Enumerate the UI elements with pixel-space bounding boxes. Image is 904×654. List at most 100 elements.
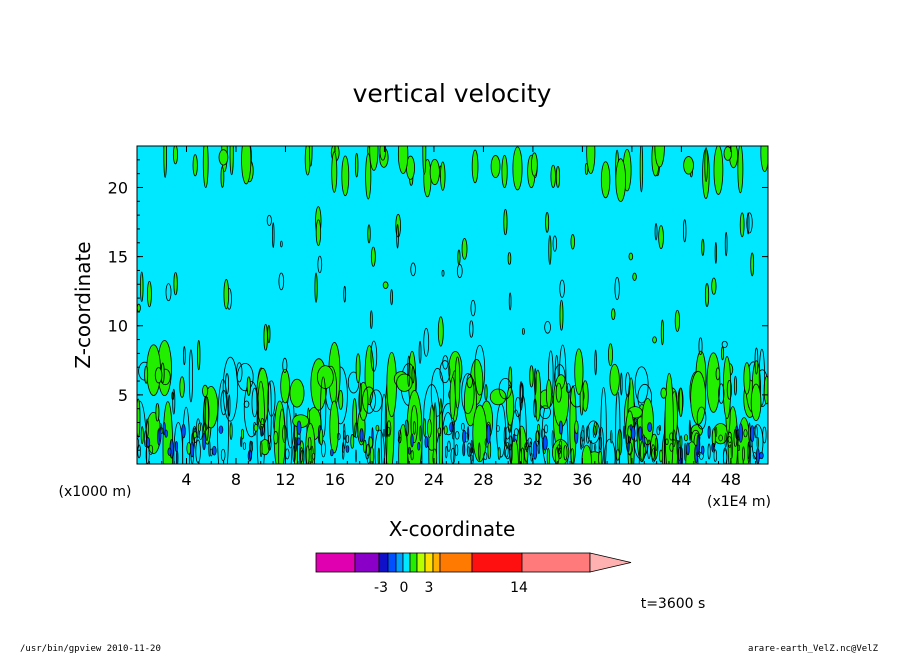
contour-cell bbox=[367, 224, 371, 244]
contour-cell bbox=[733, 375, 737, 396]
contour-cell bbox=[632, 272, 637, 281]
contour-cell bbox=[369, 310, 373, 330]
contour-cell bbox=[365, 153, 372, 200]
contour-cell bbox=[698, 337, 703, 356]
contour-cell bbox=[407, 355, 411, 387]
contour-cell bbox=[512, 433, 516, 443]
contour-cell bbox=[669, 443, 674, 452]
contour-cell bbox=[410, 262, 416, 277]
contour-cell bbox=[684, 443, 687, 461]
contour-cell bbox=[449, 376, 456, 419]
contour-cell bbox=[331, 151, 338, 193]
contour-cell bbox=[362, 386, 376, 414]
contour-cell bbox=[598, 428, 602, 436]
contour-cell bbox=[249, 440, 254, 452]
x-tick-label: 20 bbox=[374, 470, 394, 489]
contour-cell bbox=[370, 340, 378, 372]
footer-left: /usr/bin/gpview 2010-11-20 bbox=[20, 644, 161, 654]
contour-cell bbox=[707, 443, 711, 460]
plot-area bbox=[136, 145, 769, 465]
x-tick-label: 36 bbox=[572, 470, 592, 489]
contour-cell bbox=[626, 433, 629, 445]
contour-cell bbox=[546, 447, 550, 464]
contour-cell bbox=[218, 149, 229, 166]
contour-cell bbox=[330, 448, 334, 457]
contour-cell bbox=[341, 155, 350, 197]
contour-cell bbox=[713, 146, 724, 195]
colorbar-segment bbox=[439, 552, 473, 573]
contour-cell bbox=[336, 433, 341, 441]
contour-cell bbox=[345, 434, 350, 444]
contour-cell bbox=[167, 447, 172, 456]
contour-cell bbox=[721, 340, 728, 348]
contour-cell bbox=[746, 212, 750, 235]
contour-cell bbox=[519, 381, 523, 411]
contour-cell bbox=[382, 428, 386, 437]
contour-cell bbox=[417, 442, 421, 451]
contour-cell bbox=[534, 367, 537, 396]
contour-cell bbox=[529, 441, 532, 457]
contour-cell bbox=[253, 423, 259, 432]
contour-cell bbox=[240, 428, 244, 440]
contour-cell bbox=[461, 238, 468, 260]
contour-cell bbox=[343, 430, 346, 449]
x-unit-left: (x1000 m) bbox=[59, 484, 132, 500]
contour-cell bbox=[474, 344, 486, 396]
contour-cell bbox=[172, 388, 176, 415]
contour-cell bbox=[422, 146, 427, 175]
contour-cell bbox=[628, 436, 631, 444]
contour-cell bbox=[220, 448, 226, 462]
contour-cell bbox=[651, 448, 656, 463]
x-tick-label: 16 bbox=[325, 470, 345, 489]
contour-cell bbox=[603, 438, 616, 464]
y-tick-label: 15 bbox=[108, 248, 128, 267]
contour-cell bbox=[449, 422, 454, 433]
chart-title: vertical velocity bbox=[353, 79, 552, 108]
contour-cell bbox=[610, 430, 613, 444]
contour-cell bbox=[437, 427, 441, 435]
contour-cell bbox=[321, 440, 326, 458]
contour-cell bbox=[683, 156, 694, 175]
contour-cell bbox=[314, 272, 318, 303]
contour-cell bbox=[410, 450, 414, 461]
x-tick-label: 28 bbox=[473, 470, 493, 489]
colorbar-segment bbox=[387, 552, 397, 573]
contour-cell bbox=[267, 435, 272, 451]
contour-cell bbox=[743, 429, 748, 438]
contour-cell bbox=[545, 212, 550, 233]
contour-cell bbox=[461, 373, 475, 415]
contour-cell bbox=[385, 422, 389, 439]
contour-cell bbox=[557, 447, 562, 460]
contour-cell bbox=[550, 164, 556, 188]
contour-cell bbox=[429, 158, 440, 186]
contour-cell bbox=[507, 252, 512, 265]
contour-cell bbox=[223, 279, 230, 310]
contour-cell bbox=[140, 426, 144, 445]
contour-cell bbox=[478, 442, 481, 461]
contour-cell bbox=[748, 422, 751, 442]
contour-cell bbox=[454, 431, 460, 440]
contour-cell bbox=[574, 348, 584, 395]
x-tick-label: 44 bbox=[671, 470, 691, 489]
contour-cell bbox=[548, 235, 552, 265]
contour-cell bbox=[639, 146, 644, 193]
x-tick-label: 24 bbox=[424, 470, 444, 489]
contour-cell bbox=[647, 439, 651, 460]
contour-cell bbox=[609, 363, 620, 396]
contour-cell bbox=[355, 353, 361, 384]
contour-cell bbox=[382, 281, 389, 289]
contour-cell bbox=[586, 425, 590, 444]
contour-cell bbox=[674, 309, 681, 332]
contour-cell bbox=[676, 439, 680, 453]
contour-cell bbox=[454, 356, 461, 409]
contour-cell bbox=[733, 428, 738, 447]
contour-cell bbox=[718, 383, 725, 404]
contour-cell bbox=[445, 445, 448, 459]
contour-cell bbox=[172, 146, 178, 165]
contour-cell bbox=[437, 316, 444, 347]
x-axis: 4 8 12 16 20 24 28 32 36 40 44 48 bbox=[148, 146, 757, 489]
contour-cell bbox=[652, 336, 657, 344]
contour-cell bbox=[737, 444, 740, 451]
contour-cell bbox=[164, 429, 168, 438]
